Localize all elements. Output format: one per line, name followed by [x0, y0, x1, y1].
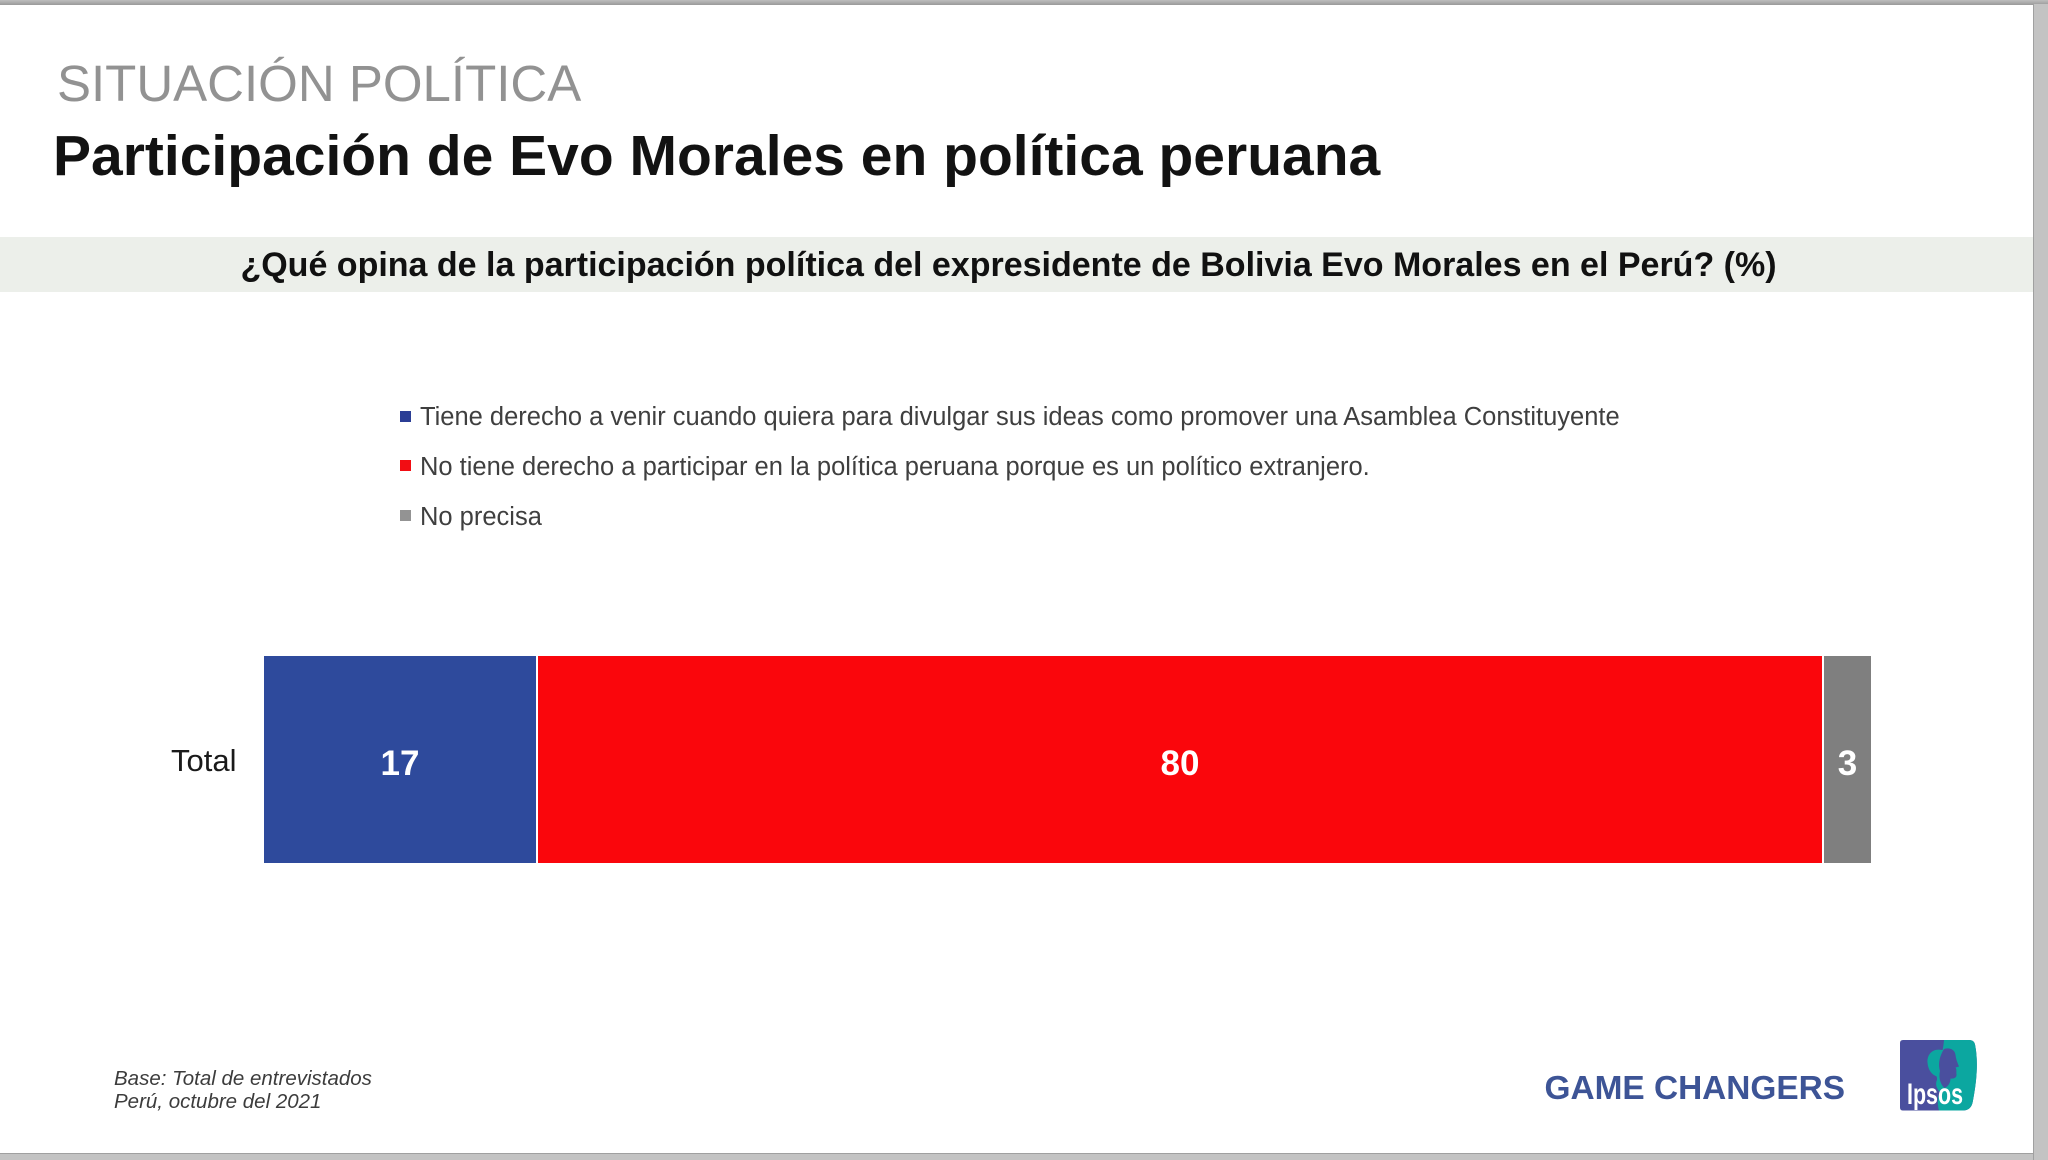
- svg-text:Ipsos: Ipsos: [1907, 1078, 1963, 1111]
